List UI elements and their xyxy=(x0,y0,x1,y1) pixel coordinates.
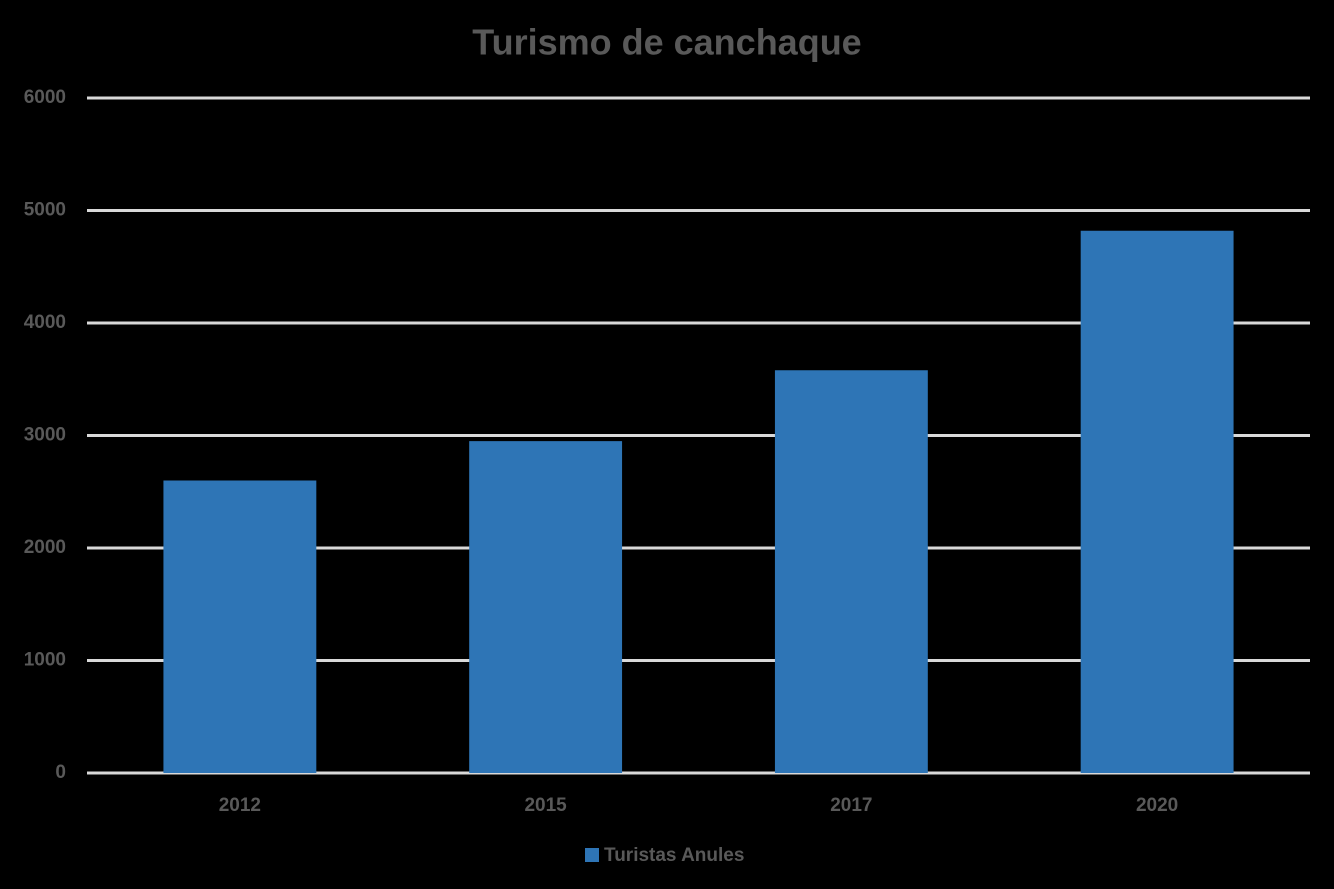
y-tick-label: 0 xyxy=(55,762,66,783)
bar xyxy=(163,480,317,773)
bar xyxy=(774,370,928,773)
legend-label: Turistas Anules xyxy=(604,845,744,866)
bar xyxy=(1080,230,1234,773)
bar xyxy=(469,441,623,773)
x-tick-label: 2012 xyxy=(219,795,261,816)
legend-swatch xyxy=(585,848,599,862)
y-tick-label: 5000 xyxy=(24,200,66,221)
y-tick-label: 3000 xyxy=(24,425,66,446)
y-tick-label: 4000 xyxy=(24,312,66,333)
chart-title: Turismo de canchaque xyxy=(472,22,861,63)
x-tick-label: 2015 xyxy=(524,795,567,816)
y-tick-label: 1000 xyxy=(24,650,66,671)
x-tick-label: 2017 xyxy=(830,795,872,816)
x-tick-label: 2020 xyxy=(1136,795,1178,816)
y-tick-label: 6000 xyxy=(24,87,66,108)
y-tick-label: 2000 xyxy=(24,537,66,558)
